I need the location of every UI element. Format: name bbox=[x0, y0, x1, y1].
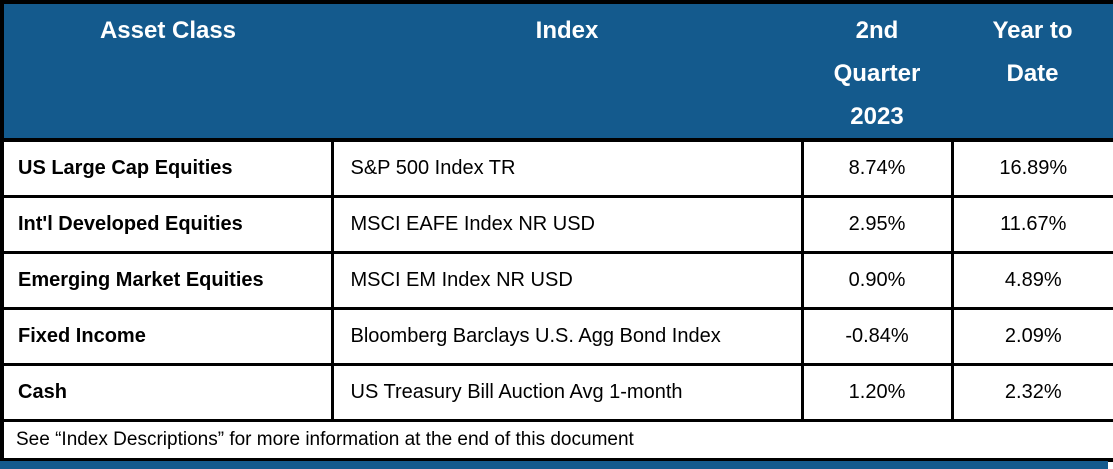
table-header: Asset Class Index 2nd Quarter 2023 Year … bbox=[2, 2, 1113, 142]
table-body: US Large Cap Equities S&P 500 Index TR 8… bbox=[0, 138, 1113, 462]
column-header-index: Index bbox=[332, 2, 802, 142]
cell-2nd-quarter-2023: -0.84% bbox=[800, 307, 954, 366]
table-row: Cash US Treasury Bill Auction Avg 1-mont… bbox=[0, 363, 1113, 422]
cell-asset-class: Fixed Income bbox=[0, 307, 334, 366]
cell-asset-class: Cash bbox=[0, 363, 334, 422]
table-row: Emerging Market Equities MSCI EM Index N… bbox=[0, 251, 1113, 310]
column-header-2nd-quarter-2023: 2nd Quarter 2023 bbox=[802, 2, 952, 142]
cell-2nd-quarter-2023: 8.74% bbox=[800, 138, 954, 198]
cell-2nd-quarter-2023: 0.90% bbox=[800, 251, 954, 310]
cell-2nd-quarter-2023: 1.20% bbox=[800, 363, 954, 422]
cell-year-to-date: 11.67% bbox=[950, 195, 1113, 254]
table-row: Int'l Developed Equities MSCI EAFE Index… bbox=[0, 195, 1113, 254]
column-header-asset-class: Asset Class bbox=[2, 2, 332, 142]
table-row: US Large Cap Equities S&P 500 Index TR 8… bbox=[0, 138, 1113, 198]
cell-index: MSCI EM Index NR USD bbox=[330, 251, 804, 310]
cell-index: S&P 500 Index TR bbox=[330, 138, 804, 198]
cell-asset-class: Int'l Developed Equities bbox=[0, 195, 334, 254]
footnote-text: See “Index Descriptions” for more inform… bbox=[0, 419, 1113, 462]
header-row: Asset Class Index 2nd Quarter 2023 Year … bbox=[2, 2, 1113, 142]
cell-year-to-date: 2.32% bbox=[950, 363, 1113, 422]
cell-year-to-date: 2.09% bbox=[950, 307, 1113, 366]
bottom-accent-bar bbox=[0, 461, 1108, 469]
column-header-year-to-date: Year to Date bbox=[952, 2, 1113, 142]
cell-index: Bloomberg Barclays U.S. Agg Bond Index bbox=[330, 307, 804, 366]
cell-index: MSCI EAFE Index NR USD bbox=[330, 195, 804, 254]
cell-year-to-date: 4.89% bbox=[950, 251, 1113, 310]
cell-asset-class: US Large Cap Equities bbox=[0, 138, 334, 198]
cell-asset-class: Emerging Market Equities bbox=[0, 251, 334, 310]
table-row: Fixed Income Bloomberg Barclays U.S. Agg… bbox=[0, 307, 1113, 366]
cell-index: US Treasury Bill Auction Avg 1-month bbox=[330, 363, 804, 422]
footnote-row: See “Index Descriptions” for more inform… bbox=[0, 419, 1113, 462]
cell-2nd-quarter-2023: 2.95% bbox=[800, 195, 954, 254]
cell-year-to-date: 16.89% bbox=[950, 138, 1113, 198]
